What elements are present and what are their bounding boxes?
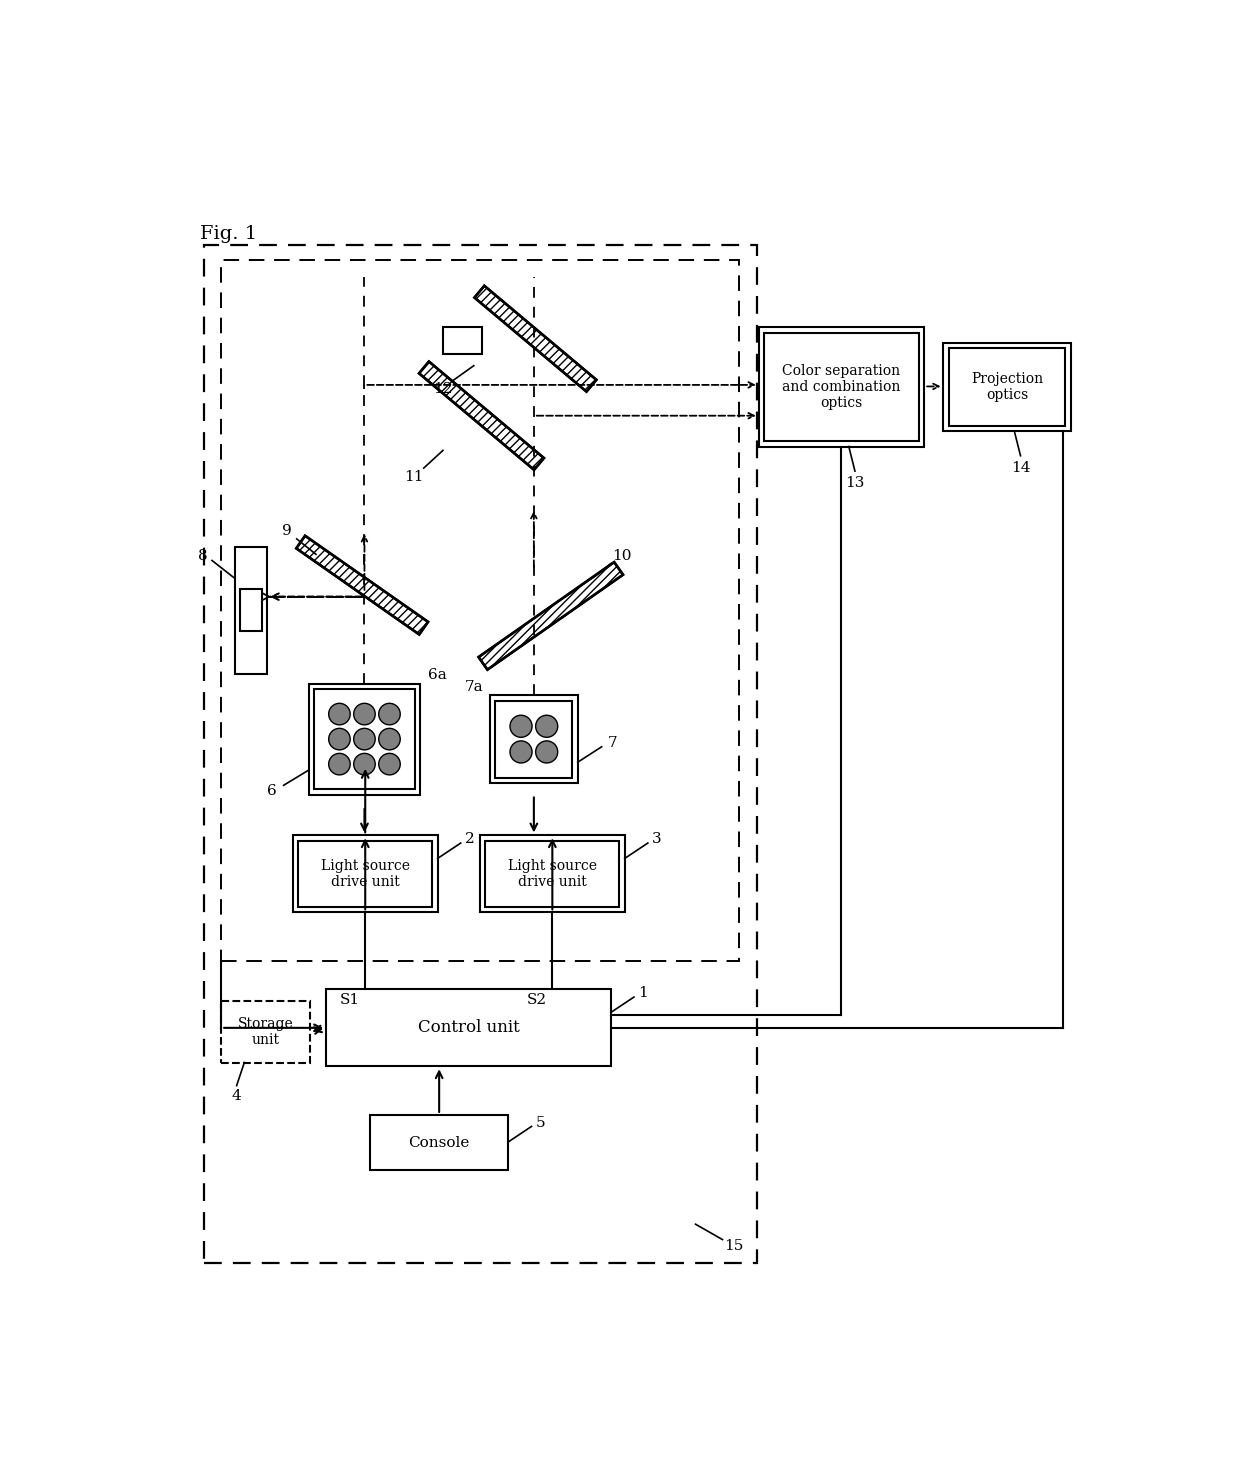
Circle shape [378, 704, 401, 724]
Circle shape [329, 729, 350, 749]
Text: Color separation
and combination
optics: Color separation and combination optics [782, 364, 900, 410]
Bar [495, 701, 573, 777]
Circle shape [329, 754, 350, 774]
Polygon shape [479, 562, 622, 670]
Polygon shape [475, 286, 596, 392]
Text: 11: 11 [404, 471, 424, 484]
Text: 12: 12 [433, 382, 453, 395]
Text: 4: 4 [232, 1090, 242, 1103]
Text: S1: S1 [340, 993, 360, 1007]
Bar [221, 260, 739, 960]
Text: Fig. 1: Fig. 1 [201, 224, 258, 243]
Bar [236, 547, 268, 674]
Bar [944, 342, 1070, 431]
Bar [485, 841, 619, 907]
Circle shape [378, 754, 401, 774]
Text: 6a: 6a [428, 668, 446, 683]
Text: 9: 9 [281, 524, 291, 538]
Bar [764, 332, 919, 441]
Text: S2: S2 [527, 993, 547, 1007]
Circle shape [510, 715, 532, 738]
Text: 3: 3 [652, 832, 662, 847]
Text: Console: Console [408, 1136, 470, 1149]
Text: Light source
drive unit: Light source drive unit [321, 858, 409, 889]
Text: 6: 6 [267, 785, 277, 798]
Circle shape [510, 740, 532, 763]
Text: 1: 1 [639, 987, 649, 1000]
Bar [759, 327, 924, 447]
Bar [949, 348, 1065, 426]
Bar [299, 841, 433, 907]
Polygon shape [419, 361, 544, 471]
Bar [326, 990, 611, 1066]
Text: Projection
optics: Projection optics [971, 372, 1043, 401]
Circle shape [353, 729, 376, 749]
Bar [443, 327, 481, 354]
Text: Control unit: Control unit [418, 1019, 520, 1037]
Text: 7: 7 [608, 736, 618, 749]
Bar [480, 835, 625, 913]
Bar [370, 1115, 508, 1170]
Bar [315, 689, 414, 789]
Bar [293, 835, 438, 913]
Text: 10: 10 [611, 549, 631, 563]
Text: 7a: 7a [465, 680, 484, 693]
Polygon shape [296, 535, 428, 634]
Circle shape [536, 740, 558, 763]
Circle shape [536, 715, 558, 738]
Text: Light source
drive unit: Light source drive unit [508, 858, 596, 889]
Text: 8: 8 [198, 549, 207, 563]
Bar [490, 695, 578, 783]
Text: 15: 15 [724, 1239, 744, 1252]
Circle shape [353, 704, 376, 724]
Text: 14: 14 [1011, 462, 1030, 475]
Bar [221, 1002, 310, 1062]
Bar [309, 683, 420, 795]
Text: 5: 5 [536, 1115, 546, 1130]
Text: Storage
unit: Storage unit [238, 1016, 294, 1047]
Circle shape [353, 754, 376, 774]
Bar [205, 245, 758, 1263]
Text: 2: 2 [465, 832, 475, 847]
Bar [241, 589, 262, 631]
Circle shape [329, 704, 350, 724]
Circle shape [378, 729, 401, 749]
Text: 13: 13 [846, 476, 864, 491]
